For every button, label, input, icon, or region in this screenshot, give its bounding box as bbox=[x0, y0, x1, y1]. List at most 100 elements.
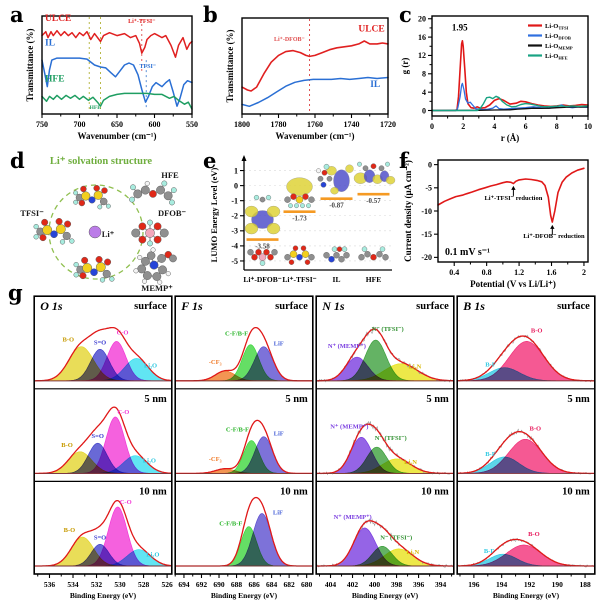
svg-text:N⁻ (TFSI⁻): N⁻ (TFSI⁻) bbox=[380, 534, 412, 541]
svg-text:Li⁺-TFSI⁻: Li⁺-TFSI⁻ bbox=[128, 18, 155, 25]
svg-text:-10: -10 bbox=[421, 207, 432, 216]
svg-text:1720: 1720 bbox=[380, 120, 396, 129]
svg-text:surface: surface bbox=[416, 301, 449, 312]
series-Li-O-MEMP bbox=[431, 106, 589, 112]
svg-text:B-O: B-O bbox=[62, 337, 74, 344]
axes-box bbox=[33, 295, 173, 575]
annotation-arrow bbox=[511, 185, 516, 190]
panel-a-ftir-fingerprint: 750 700 650 600 550 Wavenumber (cm⁻¹) Transmit… bbox=[4, 2, 198, 150]
molecule-tfsi bbox=[73, 256, 115, 283]
svg-text:surface: surface bbox=[134, 301, 167, 312]
svg-text:B-F: B-F bbox=[485, 451, 496, 458]
svg-text:-5: -5 bbox=[231, 257, 238, 266]
chart-xps-f1s: -CF₃ C-F/B-F LiF surface -CF₃ C-F/B-F LiF 5 nm C… bbox=[174, 295, 314, 600]
svg-text:750: 750 bbox=[36, 120, 48, 129]
svg-text:20: 20 bbox=[418, 15, 426, 24]
svg-text:190: 190 bbox=[552, 580, 564, 589]
xps-row-surface: -CF₃ C-F/B-F LiF surface bbox=[175, 301, 313, 382]
svg-text:Li-OTFSI: Li-OTFSI bbox=[545, 23, 569, 31]
molecule-li bbox=[88, 225, 102, 239]
xps-row-10nm: N⁺ (MEMP⁺) N⁻ (TFSI⁻) Li₃N 10 nm bbox=[316, 486, 454, 568]
chart-f: 0.4 0.8 1.2 1.6 2 0 -5 -10 -15 -20 Potential (V vs… bbox=[403, 159, 589, 289]
series-HFE bbox=[41, 92, 193, 110]
annotation-arrow bbox=[550, 224, 555, 229]
svg-text:188: 188 bbox=[579, 580, 591, 589]
svg-text:B-O: B-O bbox=[61, 442, 73, 449]
svg-text:400: 400 bbox=[369, 580, 381, 589]
svg-text:Binding Energy (eV): Binding Energy (eV) bbox=[211, 591, 278, 600]
svg-text:682: 682 bbox=[284, 580, 296, 589]
svg-text:Li₃N: Li₃N bbox=[406, 549, 419, 556]
svg-text:Binding Energy (eV): Binding Energy (eV) bbox=[352, 591, 419, 600]
svg-text:Li₂O: Li₂O bbox=[144, 362, 157, 369]
svg-text:N⁺ (MEMP⁺): N⁺ (MEMP⁺) bbox=[334, 514, 372, 521]
svg-text:-0.87: -0.87 bbox=[329, 202, 344, 210]
axis-arrow bbox=[241, 155, 247, 161]
svg-text:ULCE: ULCE bbox=[358, 24, 384, 34]
xps-row-5nm: B-F B-O 5 nm bbox=[456, 394, 595, 475]
svg-text:-20: -20 bbox=[421, 253, 432, 262]
svg-text:-CF₃: -CF₃ bbox=[209, 456, 222, 463]
molecule-memp bbox=[133, 247, 177, 285]
xps-row-surface: B-O S=O C-O Li₂O surface bbox=[34, 301, 173, 382]
panel-g-xps-n1s: N⁺ (MEMP⁺) N⁻ (TFSI⁻) Li₃N surface N⁺ (MEMP⁺… bbox=[315, 295, 455, 603]
svg-text:550: 550 bbox=[186, 120, 198, 129]
chart-xps-b1s: B-F B-O surface B-F B-O 5 nm B-F B-O 10 nm B 1s 19… bbox=[456, 295, 596, 600]
svg-text:-0.57: -0.57 bbox=[366, 197, 381, 205]
svg-text:692: 692 bbox=[196, 580, 208, 589]
svg-text:0: 0 bbox=[430, 122, 434, 131]
fit-envelope bbox=[34, 326, 172, 382]
svg-text:4: 4 bbox=[422, 88, 426, 97]
svg-text:Wavenumber (cm⁻¹): Wavenumber (cm⁻¹) bbox=[77, 131, 156, 141]
svg-text:402: 402 bbox=[347, 580, 359, 589]
svg-text:S=O: S=O bbox=[94, 534, 106, 541]
svg-text:8: 8 bbox=[555, 122, 559, 131]
svg-text:0: 0 bbox=[428, 160, 432, 169]
svg-text:Transmittance (%): Transmittance (%) bbox=[25, 28, 35, 101]
peak-B-O bbox=[457, 341, 595, 382]
fit-envelope bbox=[457, 431, 595, 475]
svg-text:0: 0 bbox=[422, 106, 426, 115]
svg-text:ULCE: ULCE bbox=[45, 14, 71, 24]
svg-text:194: 194 bbox=[496, 580, 508, 589]
svg-text:5 nm: 5 nm bbox=[426, 394, 449, 405]
panel-letter-e: e bbox=[203, 148, 217, 173]
svg-text:686: 686 bbox=[248, 580, 260, 589]
fit-envelope bbox=[316, 423, 454, 475]
panel-letter-c: c bbox=[399, 2, 412, 27]
svg-text:TFSI⁻: TFSI⁻ bbox=[139, 64, 156, 70]
molecule-tfsi bbox=[73, 184, 111, 210]
svg-text:684: 684 bbox=[266, 580, 278, 589]
panel-letter-d: d bbox=[10, 148, 25, 173]
svg-text:534: 534 bbox=[67, 580, 79, 589]
panel-e-lumo-levels: 1 0 -1 -2 -3 -4 -5 LUMO Energy Level (eV) -3.58 L… bbox=[200, 150, 398, 294]
xps-row-surface: N⁺ (MEMP⁺) N⁻ (TFSI⁻) Li₃N surface bbox=[315, 301, 455, 383]
svg-text:1.2: 1.2 bbox=[514, 268, 524, 277]
svg-text:HFE: HFE bbox=[45, 75, 65, 85]
svg-text:Li-ODFOB: Li-ODFOB bbox=[545, 33, 571, 41]
svg-text:688: 688 bbox=[231, 580, 243, 589]
svg-text:Li₃N: Li₃N bbox=[409, 364, 422, 371]
svg-text:B-O: B-O bbox=[530, 425, 542, 432]
svg-text:B-F: B-F bbox=[485, 362, 496, 369]
svg-text:Binding Energy (eV): Binding Energy (eV) bbox=[493, 591, 560, 600]
svg-text:C-F/B-F: C-F/B-F bbox=[225, 331, 248, 338]
svg-text:12: 12 bbox=[418, 51, 426, 60]
axes-box bbox=[174, 295, 314, 575]
svg-text:IL: IL bbox=[333, 275, 341, 284]
xps-row-10nm: B-F B-O 10 nm bbox=[456, 486, 595, 568]
svg-text:Li⁺ solvation structure: Li⁺ solvation structure bbox=[50, 156, 153, 167]
svg-text:Li⁺-DFOB⁻ reduction: Li⁺-DFOB⁻ reduction bbox=[523, 233, 585, 240]
fit-envelope bbox=[34, 499, 172, 567]
svg-text:B-F: B-F bbox=[484, 548, 495, 555]
svg-text:196: 196 bbox=[468, 580, 480, 589]
svg-text:Li⁺-TFSI⁻: Li⁺-TFSI⁻ bbox=[282, 275, 316, 284]
svg-text:g (r): g (r) bbox=[400, 58, 410, 75]
svg-text:HFE: HFE bbox=[161, 170, 179, 180]
svg-text:2: 2 bbox=[582, 268, 586, 277]
svg-text:F 1s: F 1s bbox=[180, 299, 203, 313]
svg-text:1740: 1740 bbox=[344, 120, 360, 129]
svg-text:surface: surface bbox=[557, 301, 590, 312]
